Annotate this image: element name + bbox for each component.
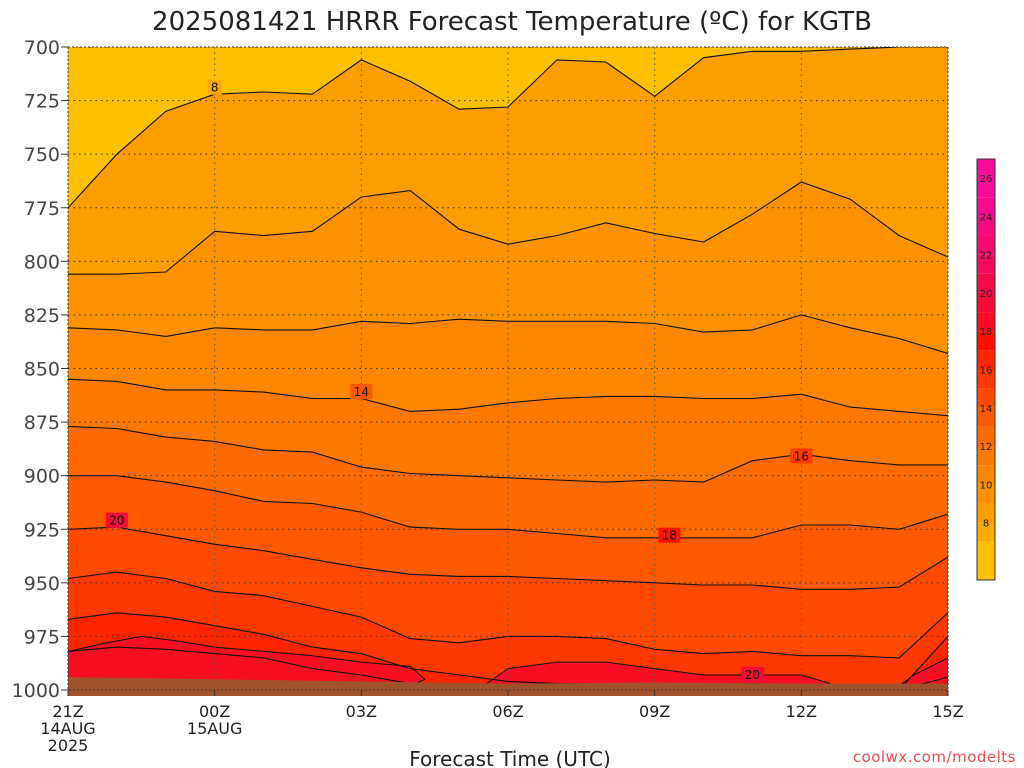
- chart-title: 2025081421 HRRR Forecast Temperature (ºC…: [152, 7, 872, 37]
- y-tick-label: 800: [24, 251, 60, 273]
- x-tick-label: 00Z: [199, 702, 230, 721]
- colorbar-swatch: [977, 159, 995, 198]
- x-tick-label: 12Z: [786, 702, 817, 721]
- colorbar-swatch: [977, 388, 995, 408]
- colorbar-tick-label: 16: [980, 366, 993, 377]
- contour-label-bg: [105, 512, 128, 528]
- colorbar-tick-label: 18: [980, 327, 993, 338]
- grid-layer: [68, 47, 948, 690]
- x-axis-label: Forecast Time (UTC): [409, 747, 611, 768]
- y-tick-label: 925: [24, 519, 60, 541]
- contour-label: 20: [109, 514, 124, 528]
- y-tick-label: 900: [24, 466, 60, 488]
- colorbar-swatch: [977, 522, 995, 542]
- colorbar-swatch: [977, 484, 995, 504]
- colorbar-swatch: [977, 426, 995, 447]
- colorbar-tick-label: 14: [980, 404, 993, 415]
- contour-label: 14: [354, 385, 369, 399]
- x-tick-label: 15AUG: [187, 719, 242, 738]
- colorbar-swatch: [977, 350, 995, 370]
- colorbar-swatch: [977, 503, 995, 523]
- colorbar-swatch: [977, 312, 995, 332]
- y-tick-label: 775: [24, 198, 60, 220]
- contour-label: 18: [662, 529, 677, 543]
- colorbar-swatch: [977, 407, 995, 427]
- colorbar-tick-label: 20: [980, 289, 993, 300]
- colorbar-tick-label: 10: [980, 480, 993, 491]
- colorbar-swatch: [977, 465, 995, 485]
- contour-label-layer: 8 14 16 18 20 20: [105, 79, 813, 682]
- x-tick-label: 03Z: [346, 702, 377, 721]
- colorbar-swatch: [977, 331, 995, 351]
- y-tick-label: 700: [24, 37, 60, 59]
- y-tick-label: 875: [24, 412, 60, 434]
- x-tick-label: 21Z: [52, 702, 83, 721]
- x-tick-label: 2025: [48, 736, 89, 755]
- contour-label-bg: [741, 666, 764, 682]
- colorbar-tick-label: 26: [980, 174, 993, 185]
- ground-layer: [68, 677, 948, 696]
- colorbar-swatch: [977, 292, 995, 313]
- contour-label: 20: [745, 668, 760, 682]
- isotherm-line: [68, 646, 948, 690]
- colorbar-tick-label: 24: [980, 212, 993, 223]
- colorbar-swatch: [977, 273, 995, 293]
- x-tick-label: 06Z: [492, 702, 523, 721]
- colorbar-swatch: [977, 541, 995, 580]
- y-tick-label: 825: [24, 305, 60, 327]
- colorbar-swatch: [977, 369, 995, 389]
- y-tick-label: 850: [24, 359, 60, 381]
- x-tick-label: 09Z: [639, 702, 670, 721]
- colorbar-swatch: [977, 216, 995, 236]
- x-tick-label: 15Z: [932, 702, 963, 721]
- y-tick-label: 950: [24, 573, 60, 595]
- ground-terrain: [68, 677, 948, 696]
- contour-label: 16: [794, 449, 809, 463]
- y-tick-label: 975: [24, 626, 60, 648]
- contour-label-bg: [350, 384, 373, 400]
- contour-label: 8: [211, 81, 219, 95]
- isotherm-line: [68, 181, 948, 275]
- colorbar-frame: [976, 158, 996, 581]
- y-tick-label: 1000: [12, 680, 60, 702]
- colorbar-swatch: [977, 197, 995, 217]
- contour-label-bg: [790, 448, 813, 464]
- colorbar-tick-label: 12: [980, 442, 993, 453]
- credit-text: coolwx.com/modelts: [853, 748, 1016, 766]
- plot-area: 8 14 16 18 20 20: [67, 46, 949, 696]
- contour-label-bg: [658, 527, 681, 543]
- colorbar-swatch: [977, 254, 995, 274]
- contour-label-bg: [207, 79, 222, 95]
- colorbar-swatch: [977, 446, 995, 466]
- y-tick-label: 725: [24, 91, 60, 113]
- colorbar: 8 10 12 14 16 18 20 22 24 26: [976, 158, 996, 581]
- y-axis: 700 725 750 775 800 825 850 875 900 925 950 975 1000: [12, 37, 68, 702]
- colorbar-swatch: [977, 235, 995, 255]
- colorbar-tick-label: 8: [983, 519, 989, 530]
- colorbar-tick-label: 22: [980, 251, 993, 262]
- y-tick-label: 750: [24, 144, 60, 166]
- x-tick-label: 14AUG: [40, 719, 95, 738]
